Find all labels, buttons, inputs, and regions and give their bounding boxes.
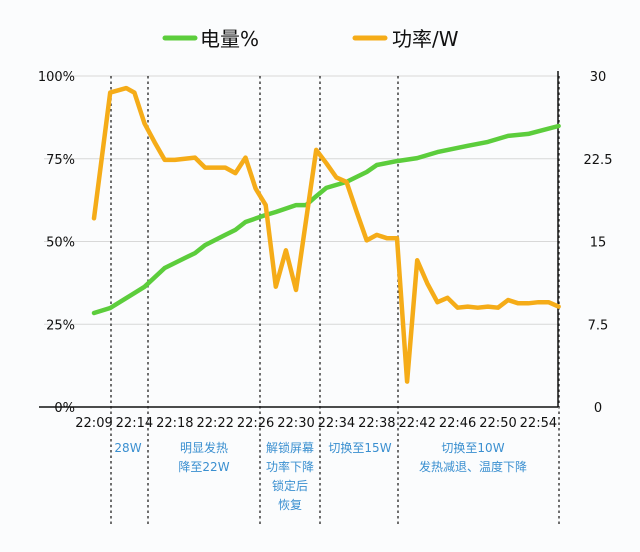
y-right-tick-label: 15 xyxy=(590,236,607,251)
x-tick-label: 22:22 xyxy=(196,416,233,431)
y-right-tick-label: 22.5 xyxy=(584,153,613,168)
annotation-text: 恢复 xyxy=(278,498,302,512)
x-tick-label: 22:26 xyxy=(237,416,274,431)
x-tick-label: 22:38 xyxy=(358,416,395,431)
x-tick-label: 22:09 xyxy=(75,416,112,431)
x-tick-label: 22:18 xyxy=(156,416,193,431)
annotation-text: 降至22W xyxy=(178,460,229,474)
annotation-text: 发热减退、温度下降 xyxy=(419,459,527,474)
annotation-text: 解锁屏幕 xyxy=(266,440,314,455)
annotation-text: 明显发热 xyxy=(180,440,228,455)
annotation-text: 功率下降 xyxy=(266,459,314,474)
y-right-tick-label: 0 xyxy=(594,401,602,416)
y-left-tick-label: 100% xyxy=(38,70,75,85)
annotation-text: 切换至10W xyxy=(441,441,504,455)
y-right-tick-label: 7.5 xyxy=(588,318,609,333)
y-left-tick-label: 50% xyxy=(46,236,75,251)
x-tick-label: 22:14 xyxy=(116,416,153,431)
series-line-power xyxy=(91,85,561,384)
x-tick-label: 22:54 xyxy=(520,416,557,431)
x-tick-label: 22:34 xyxy=(318,416,355,431)
x-tick-label: 22:42 xyxy=(398,416,435,431)
y-left-tick-label: 75% xyxy=(46,153,75,168)
annotation-text: 切换至15W xyxy=(328,441,391,455)
y-left-tick-label: 0% xyxy=(54,401,75,416)
legend-label: 电量% xyxy=(200,27,259,51)
x-tick-label: 22:30 xyxy=(277,416,314,431)
legend-label: 功率/W xyxy=(392,27,459,51)
x-tick-label: 22:50 xyxy=(479,416,516,431)
annotation-text: 锁定后 xyxy=(272,478,308,493)
y-right-tick-label: 30 xyxy=(590,70,607,85)
x-tick-label: 22:46 xyxy=(439,416,476,431)
y-left-tick-label: 25% xyxy=(46,318,75,333)
annotation-text: 28W xyxy=(114,441,141,455)
